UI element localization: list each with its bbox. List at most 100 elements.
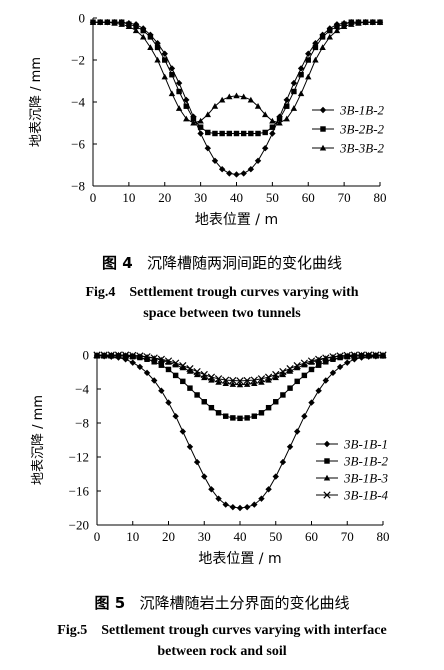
fig4-series-line bbox=[93, 21, 380, 124]
fig5-data-point bbox=[301, 361, 308, 368]
fig5-data-point bbox=[243, 376, 251, 385]
fig4-data-point bbox=[247, 96, 255, 103]
fig5-data-point bbox=[264, 373, 273, 381]
fig5-data-point bbox=[157, 355, 165, 363]
fig4-data-point bbox=[290, 79, 298, 87]
fig5-data-point bbox=[301, 372, 308, 379]
fig4-y-tick-label: −6 bbox=[71, 137, 85, 152]
fig5-data-point bbox=[229, 381, 237, 387]
fig4-data-point bbox=[132, 27, 140, 34]
fig5-data-point bbox=[129, 351, 137, 360]
fig4-data-point bbox=[355, 20, 362, 26]
fig4-data-point bbox=[226, 130, 233, 137]
fig5-legend-marker bbox=[323, 491, 331, 499]
fig5-data-point bbox=[222, 501, 229, 508]
fig5-legend-marker bbox=[324, 458, 330, 464]
fig4-data-point bbox=[175, 79, 183, 87]
fig4-data-point bbox=[197, 117, 204, 124]
fig5-data-point bbox=[143, 369, 151, 377]
fig5-legend: 3B-1B-1 3B-1B-2 3B-1B-3 3B-1B-4 bbox=[316, 437, 389, 503]
fig5-data-point bbox=[294, 364, 301, 371]
fig4-data-point bbox=[254, 157, 262, 164]
fig4-caption-en: Fig.4 Settlement trough curves varying w… bbox=[0, 282, 444, 324]
fig5-x-tick-label: 30 bbox=[198, 529, 211, 544]
fig5-legend-marker bbox=[323, 474, 331, 481]
fig4-data-point bbox=[283, 115, 290, 122]
fig5-data-point bbox=[172, 361, 179, 368]
fig5-data-point bbox=[143, 353, 151, 361]
fig4-legend-marker bbox=[319, 106, 327, 114]
fig4-data-point bbox=[305, 50, 312, 57]
fig5-data-point bbox=[265, 404, 272, 411]
fig5-data-point bbox=[222, 413, 229, 419]
fig4-data-point bbox=[269, 130, 276, 137]
fig5-data-point bbox=[201, 473, 208, 480]
fig5-data-point bbox=[272, 473, 279, 480]
fig4-data-point bbox=[291, 88, 297, 95]
fig4-data-point bbox=[154, 44, 161, 51]
fig5-data-point bbox=[265, 486, 272, 493]
fig4-data-point bbox=[254, 103, 262, 109]
fig4-x-tick-label: 80 bbox=[374, 190, 387, 205]
fig4-data-point bbox=[226, 170, 233, 177]
fig5-data-point bbox=[194, 392, 200, 398]
fig5-data-point bbox=[343, 351, 351, 360]
fig5-data-point bbox=[301, 413, 308, 420]
fig5-data-point bbox=[193, 458, 201, 466]
fig5-data-point bbox=[315, 362, 322, 368]
fig5-data-point bbox=[208, 404, 215, 411]
fig5-data-point bbox=[129, 359, 136, 366]
fig5-data-point bbox=[315, 387, 322, 394]
fig5-series-3 bbox=[93, 351, 387, 388]
fig5-data-point bbox=[158, 362, 165, 368]
fig5-legend-label: 3B-1B-3 bbox=[343, 471, 389, 486]
fig4-data-point bbox=[262, 129, 268, 136]
fig4-data-point bbox=[168, 65, 176, 72]
fig4-data-point bbox=[176, 88, 182, 95]
fig5-x-tick-label: 70 bbox=[341, 529, 354, 544]
fig4-data-point bbox=[262, 111, 269, 118]
fig5-caption-cn-text: 沉降槽随岩土分界面的变化曲线 bbox=[139, 594, 350, 612]
fig4-data-point bbox=[96, 19, 104, 25]
fig5-x-tick-label: 0 bbox=[94, 529, 101, 544]
fig5-series-1 bbox=[93, 352, 387, 512]
fig4-data-point bbox=[326, 33, 333, 40]
fig5-data-point bbox=[151, 359, 157, 365]
fig4-data-point bbox=[211, 157, 219, 164]
fig4-data-point bbox=[168, 90, 176, 97]
fig4-data-point bbox=[255, 130, 261, 137]
fig5-data-point bbox=[279, 458, 287, 466]
fig5-data-point bbox=[107, 351, 115, 359]
fig5-caption-en: Fig.5 Settlement trough curves varying w… bbox=[0, 620, 444, 662]
fig4-data-point bbox=[161, 50, 168, 57]
fig5-y-tick-label: −4 bbox=[75, 382, 89, 397]
fig4-data-point bbox=[125, 23, 133, 29]
fig5-x-tick-label: 60 bbox=[305, 529, 318, 544]
fig5-data-point bbox=[280, 392, 286, 398]
fig4-data-point bbox=[183, 115, 190, 122]
fig5-data-point bbox=[186, 443, 194, 450]
fig5-data-point bbox=[251, 501, 258, 508]
fig4-data-point bbox=[204, 145, 211, 152]
fig5-data-point bbox=[165, 399, 172, 406]
fig5-y-tick-label: −20 bbox=[69, 518, 89, 533]
fig5-data-point bbox=[136, 363, 144, 371]
fig4-data-point bbox=[197, 124, 204, 130]
fig4-data-point bbox=[269, 117, 276, 124]
fig5-chart: 0 10 20 30 40 50 60 70 80 0 −4 −8 −12 −16 −20 地表位置 / m 地… bbox=[31, 348, 390, 568]
fig4-axes: 0 10 20 30 40 50 60 70 80 0 −2 −4 −6 −8 地表位置 / m 地表沉降 /… bbox=[29, 11, 387, 229]
fig4-data-point bbox=[276, 116, 283, 122]
fig4-data-point bbox=[140, 27, 146, 34]
fig5-data-point bbox=[272, 374, 279, 381]
fig5-x-tick-label: 80 bbox=[377, 529, 390, 544]
fig5-data-point bbox=[150, 354, 158, 362]
fig5-x-tick-label: 10 bbox=[126, 529, 139, 544]
fig5-data-point bbox=[215, 379, 222, 385]
fig5-y-tick-label: −16 bbox=[69, 484, 90, 499]
fig5-data-point bbox=[201, 374, 208, 381]
fig4-caption-en-line2: space between two tunnels bbox=[143, 306, 301, 321]
fig5-y-tick-label: −8 bbox=[75, 416, 89, 431]
fig4-data-point bbox=[333, 27, 341, 34]
fig4-data-point bbox=[319, 44, 326, 50]
fig4-data-point bbox=[305, 73, 312, 80]
